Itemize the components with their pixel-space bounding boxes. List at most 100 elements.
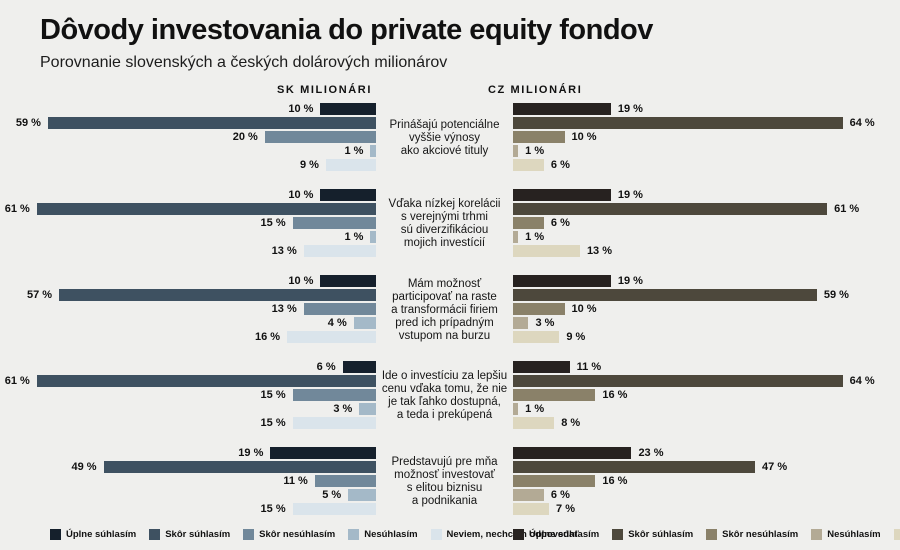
sk-bar-row: 10 % — [0, 103, 376, 115]
sk-bar-row: 10 % — [0, 189, 376, 201]
sk-bar-row: 57 % — [0, 289, 376, 301]
cz-bar-value: 6 % — [550, 217, 570, 229]
cz-bar-row: 16 % — [513, 475, 900, 487]
sk-bar — [292, 503, 376, 515]
cz-bar — [513, 461, 756, 473]
cz-bar — [513, 361, 570, 373]
cz-bar — [513, 417, 555, 429]
sk-bar-row: 49 % — [0, 461, 376, 473]
cz-bar-value: 10 % — [571, 303, 597, 315]
question-group: 6 % 61 % 15 % 3 % 15 % Ide o investíciu za le… — [0, 361, 900, 431]
cz-bar-row: 6 % — [513, 159, 900, 171]
sk-bar-row: 3 % — [0, 403, 376, 415]
legend-label: Úplne súhlasím — [66, 529, 137, 540]
sk-bar — [320, 189, 376, 201]
sk-bar-value: 61 % — [4, 203, 30, 215]
legend-label: Skôr súhlasím — [165, 529, 231, 540]
legend-swatch-icon — [706, 529, 718, 540]
cz-bar-value: 11 % — [576, 361, 602, 373]
legend-swatch-icon — [513, 529, 524, 540]
sk-bar-row: 16 % — [0, 331, 376, 343]
cz-bar-value: 19 % — [617, 189, 643, 201]
legend-swatch-icon — [612, 529, 624, 540]
sk-bar — [320, 275, 376, 287]
cz-bar-value: 23 % — [638, 447, 664, 459]
sk-bar-value: 15 % — [260, 503, 286, 515]
page-subtitle: Porovnanie slovenských a českých dolárov… — [40, 54, 448, 71]
sk-bar-row: 61 % — [0, 375, 376, 387]
sk-bar-value: 3 % — [333, 403, 353, 415]
sk-bar — [59, 289, 376, 301]
question-label-line: Prinášajú potenciálne — [389, 118, 500, 131]
cz-bar-row: 19 % — [513, 103, 900, 115]
cz-bar — [513, 289, 817, 301]
sk-bars: 19 % 49 % 11 % 5 % 15 % — [0, 447, 376, 517]
cz-bar — [513, 375, 843, 387]
sk-bar-value: 1 % — [344, 145, 364, 157]
cz-bar-value: 13 % — [586, 245, 613, 257]
question-label: Ide o investíciu za lepšiu cenu vďaka tom… — [376, 361, 513, 431]
sk-bar-value: 20 % — [232, 131, 258, 143]
question-label-line: sú diverzifikáciou — [400, 224, 489, 236]
question-label-line: Mám možnosť — [407, 277, 482, 290]
cz-bar — [513, 117, 843, 129]
sk-bar-value: 49 % — [71, 461, 97, 473]
question-label: Mám možnosť participovať na raste a transf… — [376, 275, 513, 345]
cz-bar-row: 11 % — [513, 361, 900, 373]
sk-bar — [303, 303, 376, 315]
cz-bar-row: 59 % — [513, 289, 900, 301]
sk-bar-row: 11 % — [0, 475, 376, 487]
sk-bar-value: 13 % — [271, 303, 297, 315]
question-group: 10 % 61 % 15 % 1 % 13 % Vďaka nízkej koreláci… — [0, 189, 900, 259]
cz-bar-row: 1 % — [513, 403, 900, 415]
cz-bar-row: 1 % — [513, 231, 900, 243]
legend-cz: Úplne súhlasím Skôr súhlasím Skôr nesúhlas… — [513, 529, 900, 540]
legend-item: Neviem, nechcem odpovedať — [893, 529, 900, 540]
cz-bar — [513, 131, 565, 143]
cz-bar-row: 6 % — [513, 489, 900, 501]
cz-bar — [513, 203, 828, 215]
sk-bar-row: 9 % — [0, 159, 376, 171]
question-group: 10 % 57 % 13 % 4 % 16 % Mám možnosť participov… — [0, 275, 900, 345]
sk-bar-row: 15 % — [0, 389, 376, 401]
cz-bar-row: 8 % — [513, 417, 900, 429]
sk-bar-value: 16 % — [254, 331, 281, 343]
cz-bar — [513, 303, 565, 315]
cz-bar-row: 9 % — [513, 331, 900, 343]
page-title: Dôvody investovania do private equity fo… — [40, 14, 653, 46]
cz-bar — [513, 231, 519, 243]
cz-bar-row: 47 % — [513, 461, 900, 473]
sk-bar-value: 10 % — [288, 103, 314, 115]
question-group: 10 % 59 % 20 % 1 % 9 % Prinášajú potenciálne v… — [0, 103, 900, 173]
sk-bar-row: 13 % — [0, 303, 376, 315]
cz-bar-row: 7 % — [513, 503, 900, 515]
sk-bar — [36, 203, 376, 215]
sk-bar-row: 59 % — [0, 117, 376, 129]
cz-bar-row: 23 % — [513, 447, 900, 459]
sk-bar-row: 1 % — [0, 231, 376, 243]
sk-bars: 10 % 59 % 20 % 1 % 9 % — [0, 103, 376, 173]
cz-bar-row: 16 % — [513, 389, 900, 401]
sk-bar-value: 19 % — [238, 447, 264, 459]
cz-bar-value: 6 % — [550, 159, 570, 171]
cz-bar-value: 10 % — [571, 131, 597, 143]
question-label-line: a teda i prekúpená — [396, 409, 493, 421]
sk-bar-row: 15 % — [0, 503, 376, 515]
sk-bar — [320, 103, 376, 115]
sk-bars: 6 % 61 % 15 % 3 % 15 % — [0, 361, 376, 431]
sk-bar-value: 9 % — [300, 159, 319, 171]
cz-bars: 19 % 59 % 10 % 3 % 9 % — [513, 275, 900, 345]
question-label: Predstavujú pre mňa možnosť investovať s e… — [376, 447, 513, 517]
column-header-sk: SK MILIONÁRI — [277, 84, 372, 96]
sk-bar-row: 20 % — [0, 131, 376, 143]
question-label-line: vstupom na burzu — [398, 329, 491, 342]
cz-bar — [513, 245, 580, 257]
cz-bar-row: 61 % — [513, 203, 900, 215]
legend-label: Skôr nesúhlasím — [722, 529, 799, 540]
cz-bar-value: 1 % — [525, 145, 545, 157]
cz-bar-value: 64 % — [849, 375, 875, 387]
sk-bar — [303, 245, 376, 257]
legend-item: Skôr súhlasím — [612, 529, 693, 540]
sk-bar-value: 4 % — [327, 317, 347, 329]
cz-bar-value: 1 % — [525, 403, 545, 415]
